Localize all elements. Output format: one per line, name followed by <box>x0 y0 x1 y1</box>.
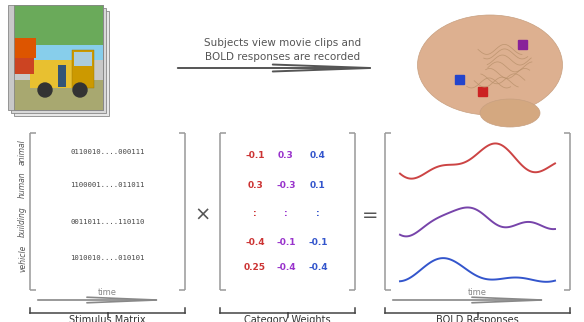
Text: -0.1: -0.1 <box>276 238 296 247</box>
Text: =: = <box>361 205 378 224</box>
Text: 0011011....110110: 0011011....110110 <box>70 219 145 225</box>
Text: Stimulus Matrix: Stimulus Matrix <box>69 315 146 322</box>
Text: Category Weights: Category Weights <box>244 315 331 322</box>
Bar <box>14 80 103 110</box>
Bar <box>11 8 106 113</box>
Text: -0.4: -0.4 <box>308 263 328 272</box>
Bar <box>8 5 103 110</box>
Bar <box>72 50 94 88</box>
Bar <box>14 11 109 116</box>
Text: 1100001....011011: 1100001....011011 <box>70 182 145 188</box>
Bar <box>14 44 34 74</box>
Bar <box>14 38 36 58</box>
Ellipse shape <box>480 99 540 127</box>
Ellipse shape <box>418 15 562 115</box>
Text: human: human <box>18 172 27 198</box>
Text: BOLD Responses: BOLD Responses <box>436 315 519 322</box>
Text: -0.4: -0.4 <box>276 263 296 272</box>
Bar <box>455 75 464 84</box>
Circle shape <box>38 83 52 97</box>
Text: Subjects view movie clips and
BOLD responses are recorded: Subjects view movie clips and BOLD respo… <box>204 38 361 62</box>
Text: 0.3: 0.3 <box>247 181 263 190</box>
Bar <box>58 65 66 87</box>
Text: ×: × <box>194 205 211 224</box>
Text: 0.4: 0.4 <box>310 150 326 159</box>
Text: 0.3: 0.3 <box>278 150 294 159</box>
Bar <box>14 5 103 45</box>
Text: :: : <box>284 209 288 217</box>
Bar <box>14 5 103 110</box>
Text: -0.1: -0.1 <box>245 150 265 159</box>
Bar <box>30 60 90 88</box>
Circle shape <box>73 83 87 97</box>
Text: -0.4: -0.4 <box>245 238 265 247</box>
Text: :: : <box>253 209 257 217</box>
Bar <box>518 40 527 49</box>
Text: 0.25: 0.25 <box>244 263 266 272</box>
Text: 1010010....010101: 1010010....010101 <box>70 255 145 261</box>
Text: time: time <box>98 288 117 297</box>
Text: :: : <box>316 209 320 217</box>
Text: animal: animal <box>18 139 27 165</box>
Bar <box>478 87 487 96</box>
Text: time: time <box>468 288 487 297</box>
Text: -0.1: -0.1 <box>308 238 328 247</box>
Text: 0.1: 0.1 <box>310 181 326 190</box>
Bar <box>14 5 103 60</box>
Text: 0110010....000111: 0110010....000111 <box>70 149 145 155</box>
Text: -0.3: -0.3 <box>276 181 296 190</box>
Text: vehicle: vehicle <box>18 244 27 272</box>
Bar <box>74 52 92 66</box>
Text: building: building <box>18 207 27 237</box>
